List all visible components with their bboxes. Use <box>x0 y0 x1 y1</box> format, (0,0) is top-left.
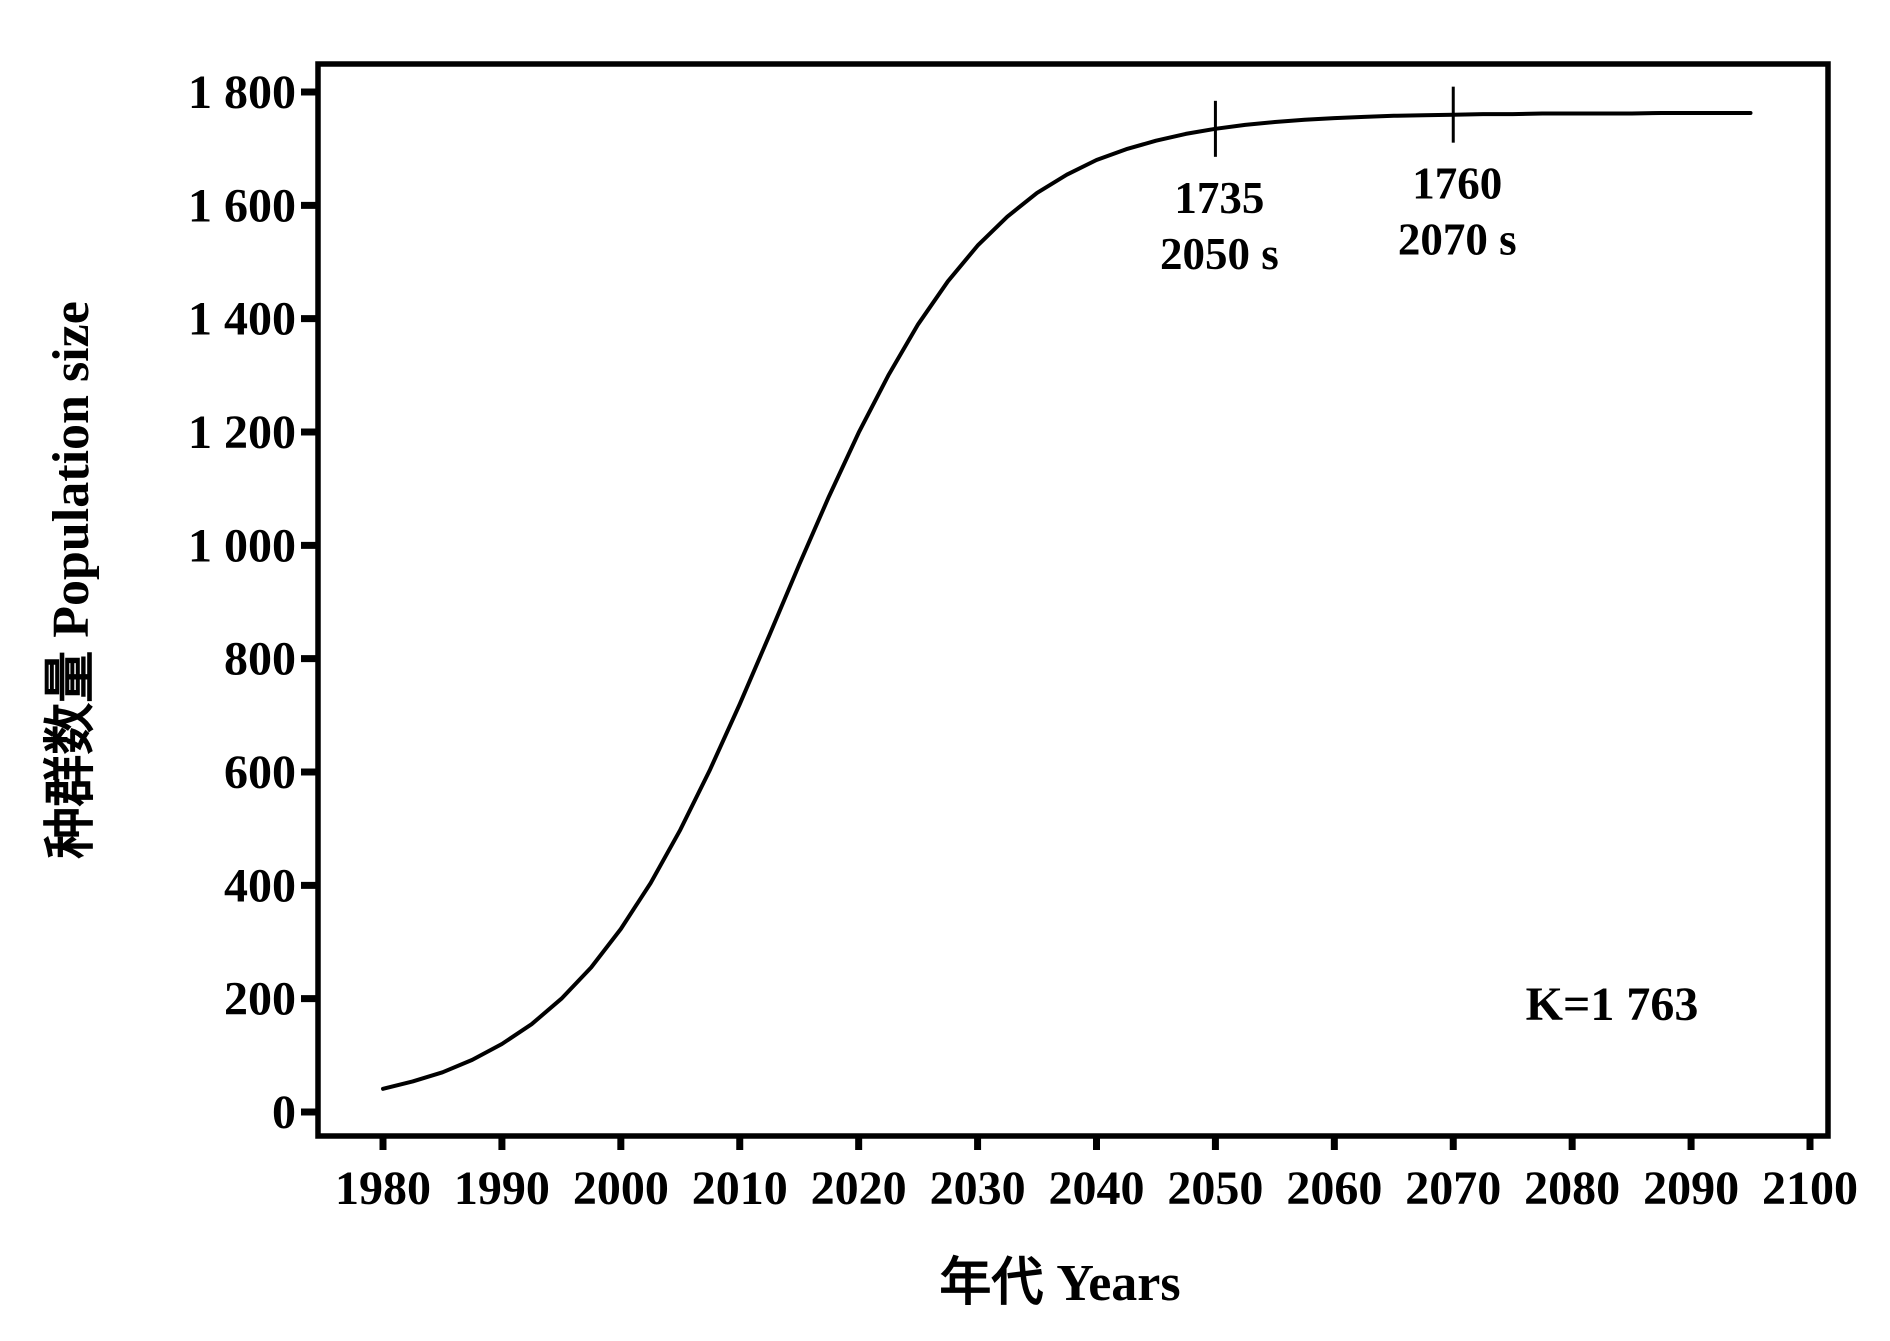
y-tick-label: 1 600 <box>188 179 296 232</box>
y-axis: 0 200 400 600 800 1 000 1 200 1 400 1 600 1 800 <box>188 66 318 1139</box>
x-tick-label: 2040 <box>1049 1162 1145 1215</box>
annotation-decade-label: 2070 s <box>1398 215 1517 265</box>
x-tick-label: 2020 <box>811 1162 907 1215</box>
x-tick-label: 2060 <box>1286 1162 1382 1215</box>
x-tick-label: 2030 <box>930 1162 1026 1215</box>
x-axis: 1980 1990 2000 2010 2020 2030 2040 2050 2060 2070… <box>335 1136 1858 1215</box>
x-tick-label: 2100 <box>1762 1162 1858 1215</box>
y-axis-title: 种群数量 Population size <box>42 301 100 859</box>
plot-border <box>315 61 1831 1139</box>
annotation-value-label: 1735 <box>1174 173 1264 223</box>
curve-annotations: 1735 2050 s 1760 2070 s <box>1160 86 1517 279</box>
carrying-capacity-label: K=1 763 <box>1526 978 1699 1031</box>
x-tick-label: 2070 <box>1405 1162 1501 1215</box>
y-tick-label: 400 <box>224 859 296 912</box>
x-tick-label: 2010 <box>692 1162 788 1215</box>
x-tick-label: 2080 <box>1524 1162 1620 1215</box>
y-tick-label: 1 800 <box>188 66 296 119</box>
y-tick-label: 1 000 <box>188 519 296 572</box>
y-tick-label: 1 400 <box>188 293 296 346</box>
x-axis-title: 年代 Years <box>939 1254 1180 1312</box>
x-tick-label: 2000 <box>573 1162 669 1215</box>
x-tick-label: 2090 <box>1643 1162 1739 1215</box>
y-tick-label: 600 <box>224 746 296 799</box>
x-tick-label: 1980 <box>335 1162 431 1215</box>
annotation-decade-label: 2050 s <box>1160 229 1279 279</box>
x-tick-label: 2050 <box>1167 1162 1263 1215</box>
logistic-growth-curve <box>381 111 1753 1091</box>
y-tick-label: 800 <box>224 633 296 686</box>
y-tick-label: 0 <box>272 1086 296 1139</box>
y-tick-label: 200 <box>224 973 296 1026</box>
y-tick-label: 1 200 <box>188 406 296 459</box>
annotation-value-label: 1760 <box>1412 159 1502 209</box>
x-tick-label: 1990 <box>454 1162 550 1215</box>
